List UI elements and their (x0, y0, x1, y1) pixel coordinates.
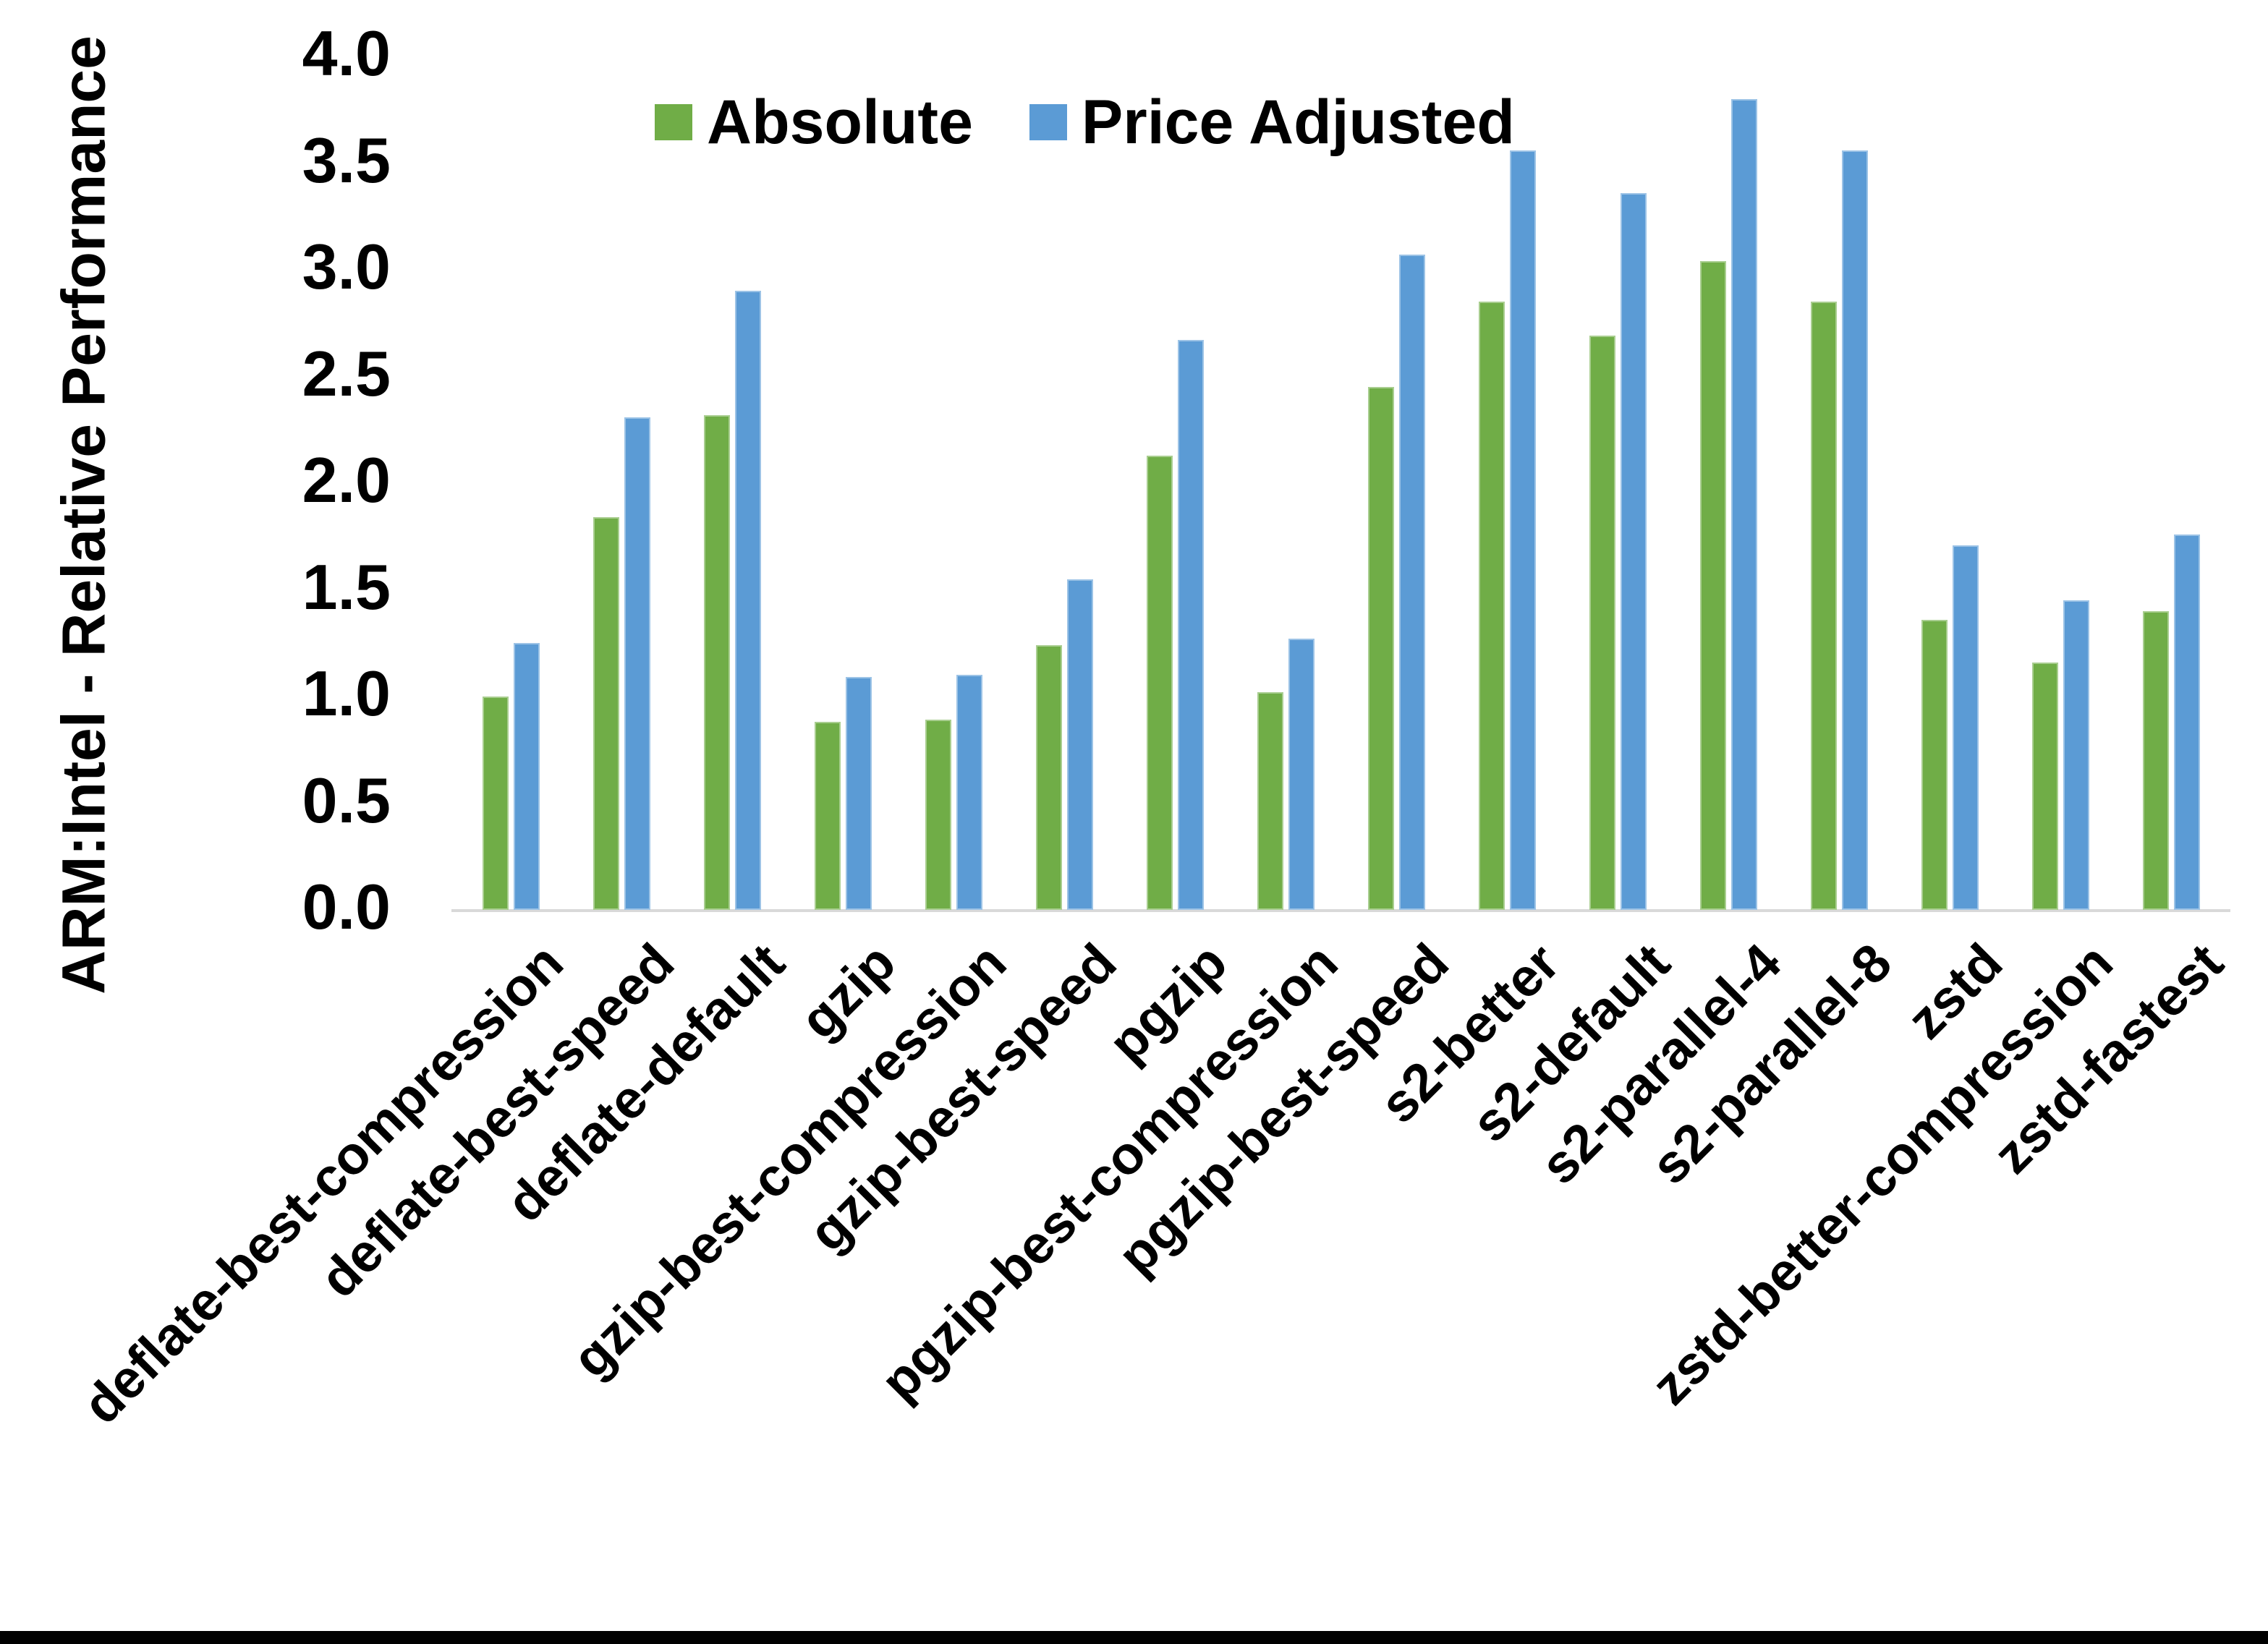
bar-price-adjusted-pgzip-best-compression (1288, 639, 1314, 910)
legend-swatch-price-adjusted-icon (1029, 104, 1067, 140)
legend-swatch-absolute-icon (655, 104, 692, 140)
y-tick-4.0: 4.0 (302, 17, 391, 89)
y-tick-0.5: 0.5 (302, 764, 391, 836)
bar-absolute-zstd (1921, 620, 1948, 910)
bar-price-adjusted-gzip-best-speed (1067, 579, 1093, 910)
bar-absolute-s2-parallel-8 (1811, 302, 1837, 910)
bar-price-adjusted-deflate-default (735, 291, 761, 910)
y-tick-2.0: 2.0 (302, 443, 391, 516)
bar-absolute-gzip (815, 722, 841, 910)
bar-price-adjusted-deflate-best-compression (514, 643, 540, 910)
bar-absolute-deflate-best-speed (593, 517, 619, 910)
y-axis-title: ARM:Intel - Relative Performance (49, 35, 118, 995)
legend-item-absolute: Absolute (655, 91, 973, 153)
bar-price-adjusted-gzip (846, 677, 872, 910)
bar-absolute-zstd-better-compression (2032, 663, 2058, 910)
x-axis-line (451, 909, 2230, 912)
bar-price-adjusted-zstd-fastest (2174, 534, 2200, 910)
bar-absolute-zstd-fastest (2143, 611, 2169, 910)
legend-label-price-adjusted: Price Adjusted (1081, 88, 1515, 157)
legend-label-absolute: Absolute (707, 88, 973, 157)
bar-price-adjusted-s2-parallel-4 (1731, 99, 1757, 910)
bar-absolute-pgzip (1147, 456, 1173, 910)
legend: Absolute Price Adjusted (655, 91, 1515, 153)
bar-price-adjusted-s2-parallel-8 (1842, 150, 1868, 910)
bar-price-adjusted-s2-default (1621, 193, 1647, 910)
y-tick-1.0: 1.0 (302, 657, 391, 729)
bar-absolute-pgzip-best-speed (1368, 387, 1394, 910)
bar-price-adjusted-pgzip-best-speed (1399, 255, 1425, 910)
bar-absolute-pgzip-best-compression (1257, 692, 1283, 910)
bar-absolute-s2-better (1479, 302, 1505, 910)
y-tick-1.5: 1.5 (302, 550, 391, 623)
legend-item-price-adjusted: Price Adjusted (1029, 91, 1515, 153)
bar-absolute-deflate-best-compression (483, 697, 509, 910)
bar-price-adjusted-gzip-best-compression (956, 675, 982, 910)
bar-absolute-s2-parallel-4 (1700, 261, 1726, 910)
bar-absolute-gzip-best-compression (925, 720, 951, 910)
bar-price-adjusted-s2-better (1510, 150, 1536, 910)
bar-price-adjusted-zstd (1953, 545, 1979, 910)
bar-price-adjusted-pgzip (1178, 340, 1204, 910)
plot-area (451, 56, 2230, 912)
x-label-deflate-best-compression: deflate-best-compression (71, 932, 574, 1436)
window-bottom-border (0, 1631, 2268, 1644)
bar-price-adjusted-zstd-better-compression (2063, 600, 2089, 910)
y-tick-0.0: 0.0 (302, 870, 391, 942)
y-tick-3.0: 3.0 (302, 230, 391, 302)
bar-absolute-deflate-default (704, 415, 730, 910)
bar-price-adjusted-deflate-best-speed (624, 417, 650, 910)
bar-absolute-gzip-best-speed (1036, 645, 1062, 910)
bar-absolute-s2-default (1589, 336, 1615, 910)
y-tick-2.5: 2.5 (302, 337, 391, 409)
y-tick-3.5: 3.5 (302, 124, 391, 196)
